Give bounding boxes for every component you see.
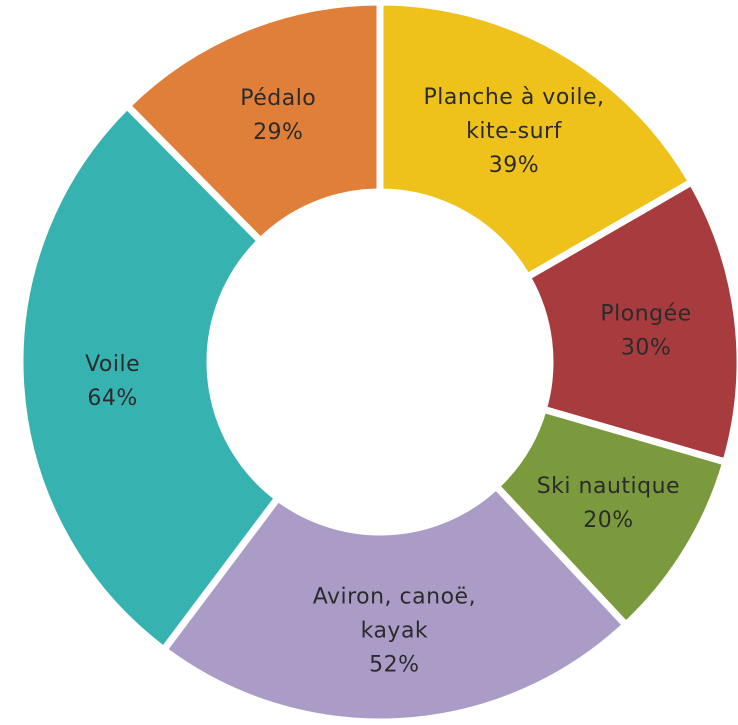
slice-value: 39% bbox=[489, 153, 539, 178]
slice-plongee bbox=[522, 177, 738, 467]
slice-value: 29% bbox=[253, 120, 303, 145]
slice-planche-a-voile-kite-surf bbox=[376, 0, 697, 282]
slice-labels: Planche à voile, kite-surf 39% Plongée 30% Sk… bbox=[85, 85, 691, 678]
slice-label-line: kite-surf bbox=[466, 119, 562, 144]
slice-label-line: Voile bbox=[85, 352, 140, 377]
slice-label-line: Pédalo bbox=[240, 86, 316, 111]
slice-label-plongee: Plongée 30% bbox=[600, 302, 691, 361]
slice-label-voile: Voile 64% bbox=[85, 352, 140, 411]
slice-label-aviron-canoe-kayak: Aviron, canoë, kayak 52% bbox=[313, 585, 476, 678]
slice-label-line: Planche à voile, bbox=[423, 85, 604, 110]
slice-value: 52% bbox=[369, 653, 419, 678]
slice-value: 64% bbox=[87, 386, 137, 411]
slice-value: 20% bbox=[583, 508, 633, 533]
slice-label-line: kayak bbox=[361, 619, 429, 644]
slice-voile bbox=[16, 100, 283, 655]
slice-label-line: Aviron, canoë, bbox=[313, 585, 476, 610]
slice-value: 30% bbox=[621, 336, 671, 361]
slice-label-ski-nautique: Ski nautique 20% bbox=[537, 474, 680, 533]
slice-pedalo bbox=[122, 0, 384, 246]
slice-label-line: Ski nautique bbox=[537, 474, 680, 499]
slice-label-pedalo: Pédalo 29% bbox=[240, 86, 316, 145]
slice-label-planche-a-voile-kite-surf: Planche à voile, kite-surf 39% bbox=[423, 85, 604, 178]
donut-slices bbox=[16, 0, 738, 725]
slice-aviron-canoe-kayak bbox=[158, 481, 631, 725]
slice-label-line: Plongée bbox=[600, 302, 691, 327]
